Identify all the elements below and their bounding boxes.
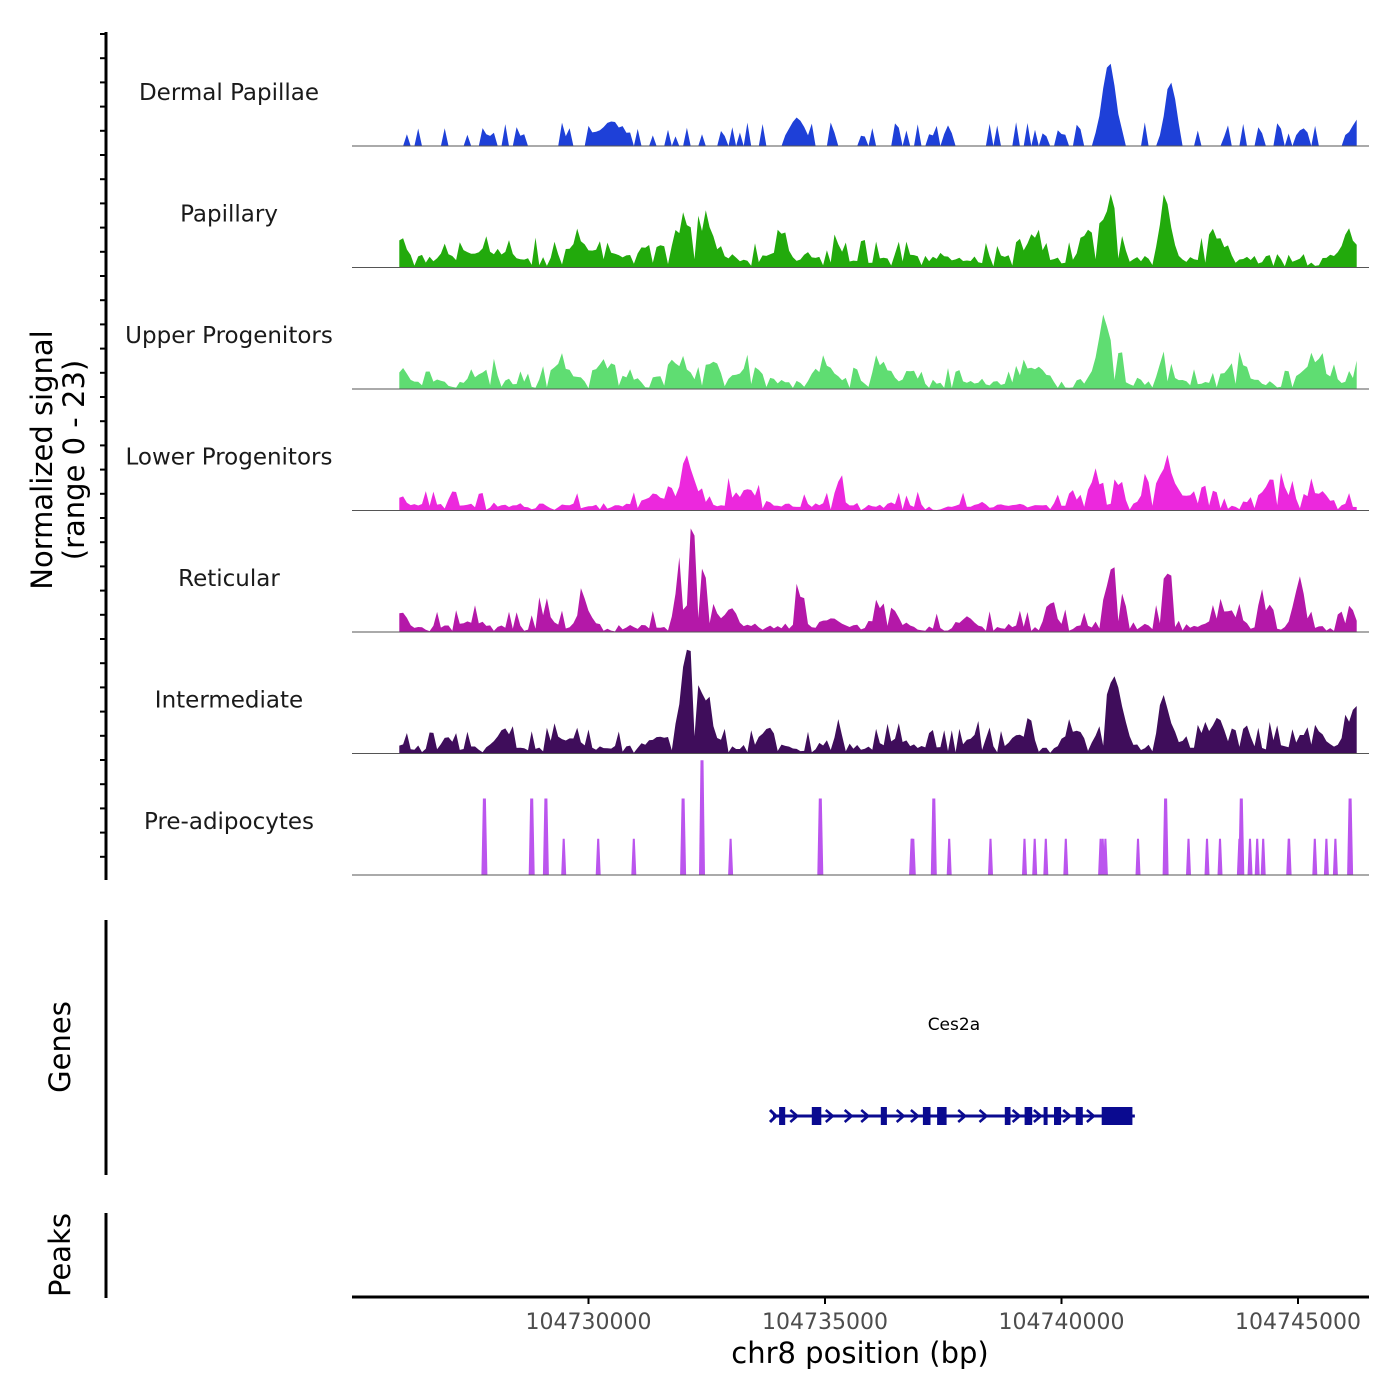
x-axis-ticks: 104730000 104735000 104740000 104745000 [526,1297,1361,1335]
signal-spike [1236,838,1242,875]
gene-exon [1004,1107,1011,1125]
signal-spike [481,798,488,875]
signal-area [399,63,1357,146]
track-label: Reticular [178,566,280,592]
gene-label: Ces2a [928,1015,980,1035]
signal-spike [1043,838,1049,875]
signal-spike [1186,838,1191,875]
track-label: Pre-adipocytes [144,809,314,835]
signal-area [399,314,1357,389]
gene-exon [937,1107,947,1125]
signal-spike [1217,838,1223,875]
peaks-panel-title: Peaks [43,1213,77,1297]
gene-strand-arrow [843,1109,854,1123]
track-intermediate: Intermediate [155,649,1369,754]
signal-spike [1032,838,1038,875]
signal-spike [631,838,637,875]
signal-spike [1100,838,1106,875]
signal-spike [1204,838,1210,875]
track-label: Lower Progenitors [126,445,333,471]
signal-area [399,454,1357,511]
signal-spike [595,838,601,875]
track-label: Papillary [180,202,278,228]
signal-y-axis [100,32,108,880]
signal-spike [930,798,937,875]
gene-start-marker [768,1108,779,1124]
signal-spike [728,838,734,875]
signal-spike [528,838,534,875]
x-axis-title: chr8 position (bp) [731,1336,988,1370]
signal-area [399,528,1357,632]
signal-tracks: Dermal Papillae Papillary Upper Progenitor… [125,63,1369,876]
signal-area [399,194,1357,268]
signal-spike [699,760,705,875]
signal-spike [1332,838,1338,875]
track-dermal-papillae: Dermal Papillae [139,63,1369,147]
track-label: Intermediate [155,688,303,714]
signal-spike [909,838,915,875]
gene-exon [1054,1107,1062,1125]
gene-strand-arrow [978,1109,989,1123]
signal-spike [1022,838,1027,875]
gene-exon [1024,1107,1033,1125]
signal-spike [1135,838,1141,875]
gene-exon [811,1107,822,1125]
x-tick-label: 104735000 [762,1310,888,1335]
signal-spike [542,798,549,875]
genes-panel-title: Genes [43,1001,77,1093]
signal-spike [1247,838,1253,875]
gene-exon [1043,1107,1048,1125]
signal-spike [561,838,567,875]
signal-spike [1323,838,1329,875]
track-papillary: Papillary [180,194,1369,268]
gene-strand-arrow [860,1109,871,1123]
signal-axis-title-line1: Normalized signal [25,330,59,589]
track-label: Dermal Papillae [139,80,319,106]
signal-spike [946,838,952,875]
signal-spike [817,798,824,875]
gene-exon [779,1107,786,1125]
track-lower-progenitors: Lower Progenitors [126,445,1369,511]
gene-exon [922,1107,931,1125]
x-tick-label: 104740000 [999,1310,1125,1335]
gene-strand-arrow [789,1109,800,1123]
signal-area [399,649,1357,754]
signal-y-axis-ticks [100,33,106,858]
track-upper-progenitors: Upper Progenitors [125,314,1369,390]
signal-spike [1260,838,1266,875]
signal-axis-title-line2: (range 0 - 23) [57,360,91,560]
gene-track: Ces2a [768,1015,1135,1125]
gene-exon [1075,1107,1083,1125]
gene-exon [880,1107,887,1125]
gene-strand-arrow [895,1109,906,1123]
gene-strand-arrow [1011,1109,1022,1123]
gene-strand-arrow [910,1109,920,1123]
signal-spike [1347,798,1354,875]
signal-spike [1162,798,1169,875]
gene-strand-arrow [1033,1109,1043,1123]
x-axis: 104730000 104735000 104740000 104745000 [352,1295,1369,1335]
signal-spike [1254,838,1260,875]
gene-strand-arrow [1062,1109,1073,1123]
x-tick-label: 104745000 [1235,1310,1361,1335]
gene-exon [1101,1107,1133,1125]
track-pre-adipocytes: Pre-adipocytes [144,760,1369,876]
gene-strand-arrow [957,1109,968,1123]
signal-spike [1286,838,1292,875]
signal-spike [680,798,687,875]
signal-spike [988,838,993,875]
track-reticular: Reticular [178,528,1369,633]
track-label: Upper Progenitors [125,323,333,349]
gene-strand-arrow [1086,1109,1096,1123]
x-tick-label: 104730000 [526,1310,652,1335]
signal-spike [1312,838,1318,875]
signal-spike [1063,838,1069,875]
gene-strand-arrow [824,1109,835,1123]
